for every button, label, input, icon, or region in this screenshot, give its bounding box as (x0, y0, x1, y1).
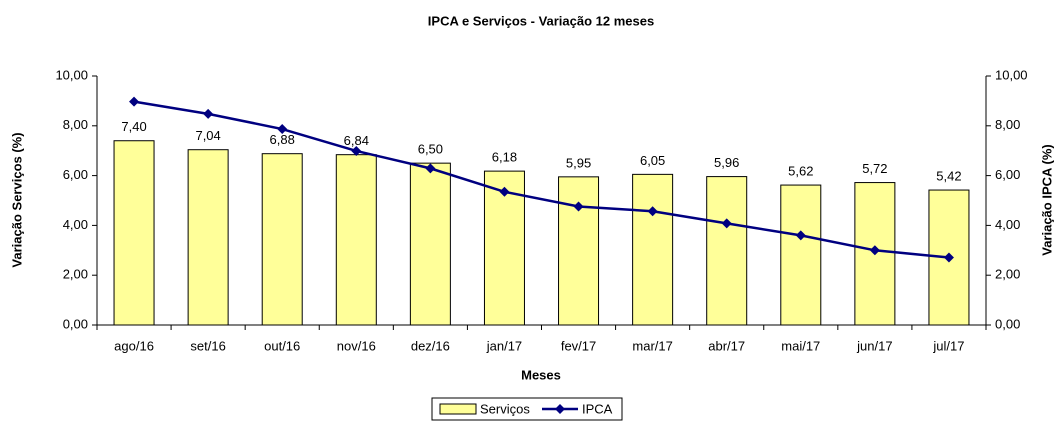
data-label: 5,95 (566, 155, 591, 170)
bar (261, 153, 303, 326)
bar (780, 184, 822, 326)
x-tick-label: mai/17 (781, 338, 820, 353)
x-tick-label: jul/17 (932, 338, 964, 353)
line-marker (869, 245, 880, 256)
line-marker (943, 252, 954, 263)
x-tick-label: ago/16 (114, 338, 154, 353)
data-label: 6,84 (344, 133, 369, 148)
y-tick-label: 8,00 (63, 117, 88, 132)
data-label: 5,42 (936, 168, 961, 183)
y2-tick-label: 4,00 (995, 217, 1020, 232)
legend-swatch (439, 403, 477, 415)
line-marker (203, 108, 214, 119)
y-tick-label: 0,00 (63, 316, 88, 331)
data-label: 6,50 (418, 142, 443, 157)
bar (632, 173, 674, 326)
y-tick-label: 6,00 (63, 167, 88, 182)
y2-axis-label: Variação IPCA (%) (1039, 144, 1054, 256)
line-marker (499, 186, 510, 197)
legend-marker (555, 404, 565, 414)
bar (409, 162, 451, 326)
chart-title: IPCA e Serviços - Variação 12 meses (428, 13, 654, 28)
line-marker (573, 201, 584, 212)
x-tick-label: out/16 (264, 338, 300, 353)
data-label: 7,04 (195, 128, 220, 143)
y2-tick-label: 8,00 (995, 117, 1020, 132)
data-label: 7,40 (121, 119, 146, 134)
y2-tick-label: 2,00 (995, 267, 1020, 282)
legend-box (431, 397, 623, 421)
y2-tick-label: 10,00 (995, 67, 1028, 82)
x-tick-label: jan/17 (486, 338, 522, 353)
line-marker (425, 163, 436, 174)
data-label: 6,88 (270, 132, 295, 147)
line-marker (795, 230, 806, 241)
line-marker (129, 96, 140, 107)
bar (706, 176, 748, 326)
data-label: 5,96 (714, 155, 739, 170)
line-marker (277, 124, 288, 135)
data-label: 6,05 (640, 153, 665, 168)
x-tick-label: dez/16 (411, 338, 450, 353)
bar (335, 154, 377, 326)
x-tick-label: set/16 (190, 338, 225, 353)
y-tick-label: 4,00 (63, 217, 88, 232)
y2-tick-label: 0,00 (995, 316, 1020, 331)
data-label: 6,18 (492, 150, 517, 165)
bar (187, 149, 229, 326)
x-tick-label: fev/17 (561, 338, 596, 353)
bar (113, 140, 155, 326)
line-marker (647, 206, 658, 217)
x-tick-label: jun/17 (856, 338, 892, 353)
legend-label: IPCA (582, 401, 613, 416)
bar (558, 176, 600, 326)
y-tick-label: 10,00 (55, 67, 88, 82)
y2-tick-label: 6,00 (995, 167, 1020, 182)
legend-label: Serviços (480, 401, 530, 416)
line-marker (721, 218, 732, 229)
y-axis-label: Variação Serviços (%) (9, 132, 24, 267)
data-label: 5,62 (788, 163, 813, 178)
x-tick-label: mar/17 (632, 338, 672, 353)
line (133, 100, 950, 259)
y-tick-label: 2,00 (63, 267, 88, 282)
x-tick-label: nov/16 (337, 338, 376, 353)
x-tick-label: abr/17 (708, 338, 745, 353)
data-label: 5,72 (862, 161, 887, 176)
line-marker (351, 145, 362, 156)
x-axis-label: Meses (521, 367, 561, 382)
